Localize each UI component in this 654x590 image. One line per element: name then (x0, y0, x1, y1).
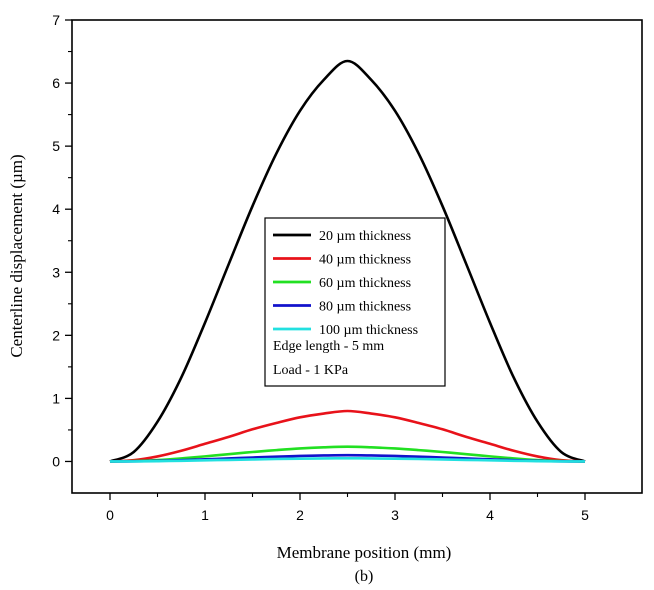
legend-label-3: 60 µm thickness (319, 276, 411, 291)
legend-label-1: 20 µm thickness (319, 229, 411, 244)
series-line-5 (109, 457, 586, 463)
x-tick-label: 0 (106, 507, 114, 523)
y-tick-label: 0 (52, 453, 60, 469)
legend-box (264, 217, 446, 387)
y-tick-label: 3 (52, 264, 60, 280)
legend-label-5: 100 µm thickness (319, 323, 418, 338)
series-line-1 (109, 59, 586, 463)
y-axis-title: Centerline displacement (µm) (7, 154, 26, 357)
x-tick-label: 4 (486, 507, 494, 523)
legend: 20 µm thickness 40 µm thickness 60 µm thic… (264, 217, 446, 387)
series-line-3 (109, 445, 586, 463)
series-lines (109, 59, 586, 463)
x-tick-label: 1 (201, 507, 209, 523)
annotation-load: Load - 1 KPa (273, 363, 349, 378)
x-axis-title: Membrane position (mm) (277, 543, 452, 562)
figure-caption: (b) (355, 568, 374, 585)
x-tick-label: 3 (391, 507, 399, 523)
x-tick-label: 2 (296, 507, 304, 523)
y-tick-label: 7 (52, 12, 60, 28)
y-tick-label: 1 (52, 390, 60, 406)
legend-label-2: 40 µm thickness (319, 253, 411, 268)
y-tick-label: 4 (52, 201, 60, 217)
y-tick-label: 2 (52, 327, 60, 343)
x-tick-label: 5 (581, 507, 589, 523)
series-line-2 (109, 409, 586, 463)
y-tick-label: 6 (52, 75, 60, 91)
annotation-edge-length: Edge length - 5 mm (273, 339, 384, 354)
ticks: 0 1 2 3 4 5 0 1 2 3 4 5 6 7 (52, 12, 589, 523)
legend-label-4: 80 µm thickness (319, 300, 411, 315)
legend-entries: 20 µm thickness 40 µm thickness 60 µm thic… (273, 229, 418, 338)
plot-frame (71, 19, 643, 494)
y-tick-label: 5 (52, 138, 60, 154)
